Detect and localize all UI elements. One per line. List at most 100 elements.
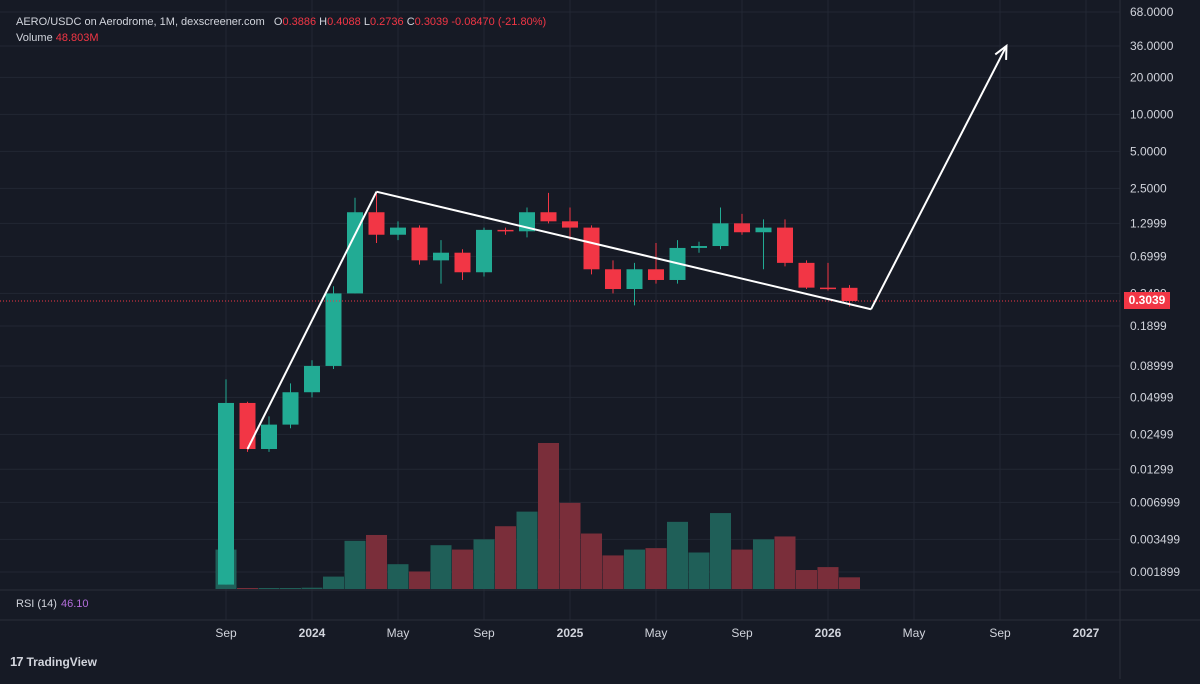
x-tick-label: 2025 <box>557 626 584 640</box>
x-tick-label: Sep <box>473 626 495 640</box>
volume-bar <box>430 545 452 589</box>
volume-bar <box>688 552 710 589</box>
candle-body <box>583 227 600 270</box>
candle-body <box>562 221 578 228</box>
x-tick-label: Sep <box>215 626 237 640</box>
rsi-legend: RSI (14) 46.10 <box>16 596 89 612</box>
volume-bar <box>581 533 602 589</box>
volume-bar <box>645 548 667 589</box>
candle-body <box>433 252 449 261</box>
volume-label[interactable]: Volume <box>16 32 53 44</box>
x-tick-label: May <box>645 626 668 640</box>
tradingview-branding[interactable]: 17 TradingView <box>10 654 97 669</box>
tradingview-label: TradingView <box>26 654 97 669</box>
candle-body <box>841 287 858 301</box>
y-tick-label: 0.006999 <box>1130 495 1180 509</box>
high-value: 0.4088 <box>327 16 361 28</box>
volume-bar <box>774 536 796 589</box>
volume-bar <box>452 549 473 589</box>
candle-body <box>497 229 514 232</box>
candle-body <box>820 287 836 290</box>
candle-body <box>777 227 793 263</box>
change-value: -0.08470 (-21.80%) <box>451 16 547 28</box>
volume-bar <box>258 588 280 589</box>
volume-bar <box>516 511 538 589</box>
candle-body <box>648 269 664 280</box>
candle-body <box>347 212 363 294</box>
candle-body <box>325 293 342 366</box>
y-tick-label: 2.5000 <box>1130 181 1167 195</box>
volume-bar <box>731 549 753 589</box>
volume-bar <box>495 526 516 589</box>
candle-body <box>605 269 621 290</box>
symbol-title[interactable]: AERO/USDC on Aerodrome, 1M, dexscreener.… <box>16 16 265 28</box>
volume-bar <box>817 567 839 589</box>
volume-bar <box>237 588 258 589</box>
x-tick-label: 2024 <box>299 626 326 640</box>
rsi-label[interactable]: RSI (14) <box>16 598 57 610</box>
volume-bar <box>301 587 323 589</box>
volume-bar <box>473 539 495 589</box>
open-label: O <box>273 16 283 28</box>
close-label: C <box>406 16 415 28</box>
volume-bar <box>602 555 624 589</box>
candle-body <box>368 212 385 235</box>
x-tick-label: 2027 <box>1073 626 1100 640</box>
volume-bar <box>624 549 645 589</box>
volume-bar <box>323 576 344 589</box>
volume-bar <box>387 564 409 589</box>
y-tick-label: 0.08999 <box>1130 359 1174 373</box>
y-tick-label: 0.6999 <box>1130 249 1167 263</box>
y-tick-label: 0.003499 <box>1130 532 1180 546</box>
candle-body <box>476 229 492 273</box>
tradingview-logo-icon: 17 <box>10 654 24 669</box>
candle-body <box>540 212 557 222</box>
high-label: H <box>319 16 328 28</box>
arrow-line[interactable] <box>870 45 1008 310</box>
chart-legend: AERO/USDC on Aerodrome, 1M, dexscreener.… <box>16 14 546 30</box>
arrow-head-icon <box>994 43 1008 60</box>
x-tick-label: Sep <box>989 626 1011 640</box>
volume-bar <box>409 571 430 589</box>
candle-body <box>304 365 320 393</box>
trend-line[interactable] <box>246 191 378 450</box>
x-tick-label: May <box>387 626 410 640</box>
candle-body <box>691 246 707 248</box>
low-label: L <box>363 16 370 28</box>
candle-body <box>755 227 772 233</box>
y-tick-label: 0.02499 <box>1130 427 1174 441</box>
volume-bar <box>538 443 559 589</box>
x-tick-label: May <box>903 626 926 640</box>
volume-bar <box>753 539 774 589</box>
close-value: 0.3039 <box>414 16 449 28</box>
y-tick-label: 0.1899 <box>1130 319 1167 333</box>
volume-legend: Volume 48.803M <box>16 30 99 46</box>
y-tick-label: 1.2999 <box>1130 216 1167 230</box>
candle-body <box>218 402 234 585</box>
last-price-badge: 0.3039 <box>1124 292 1170 309</box>
y-tick-label: 36.0000 <box>1130 39 1174 53</box>
candle-body <box>411 227 428 261</box>
y-tick-label: 5.0000 <box>1130 144 1167 158</box>
candle-body <box>798 262 815 288</box>
trend-line[interactable] <box>376 190 872 311</box>
x-tick-label: 2026 <box>815 626 842 640</box>
volume-bar <box>366 534 387 589</box>
volume-bar <box>796 570 817 589</box>
candle-body <box>626 269 643 290</box>
y-tick-label: 0.04999 <box>1130 390 1174 404</box>
candle-body <box>712 223 729 247</box>
y-tick-label: 68.0000 <box>1130 5 1174 19</box>
low-value: 0.2736 <box>369 16 404 28</box>
candle-body <box>239 402 256 450</box>
x-tick-label: Sep <box>731 626 753 640</box>
volume-bar <box>710 513 731 589</box>
y-tick-label: 0.001899 <box>1130 565 1180 579</box>
volume-bar <box>839 577 860 589</box>
candle-body <box>261 424 277 450</box>
candle-body <box>734 223 750 233</box>
volume-bar <box>559 502 581 589</box>
volume-bar <box>344 540 366 589</box>
